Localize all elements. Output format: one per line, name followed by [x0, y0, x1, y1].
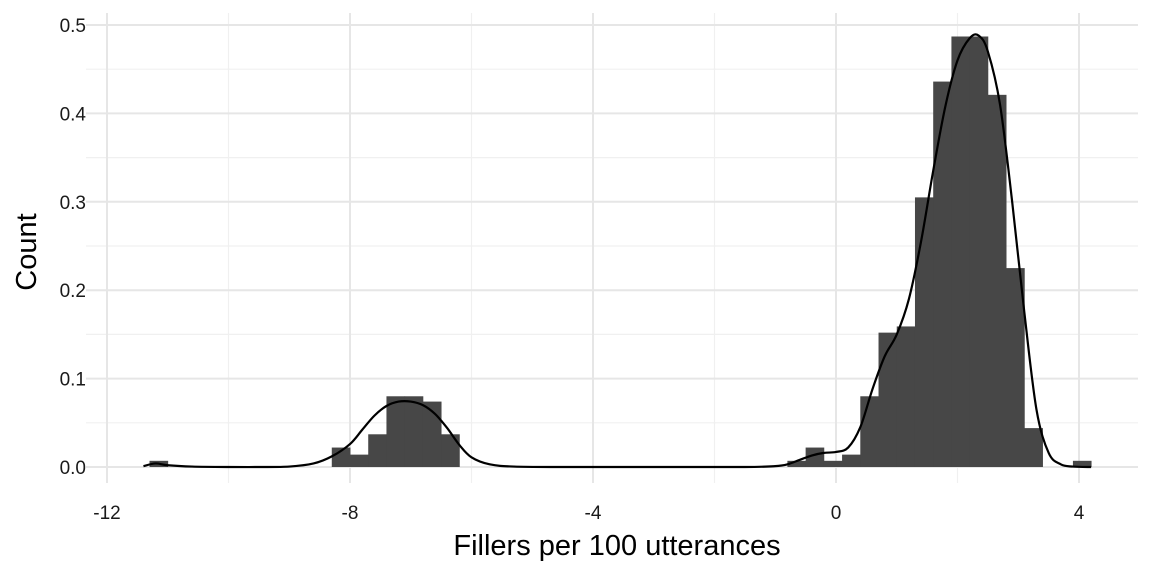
histogram-bar [823, 460, 843, 467]
histogram-bar [787, 460, 807, 467]
histogram-bar [404, 396, 424, 467]
histogram-bar [914, 197, 934, 467]
histogram-bar [896, 326, 916, 467]
major-gridlines [86, 13, 1138, 483]
x-axis-tick-labels: -12 -8 -4 0 4 [93, 503, 1084, 524]
y-axis-title: Count [11, 213, 43, 290]
histogram-bar [842, 454, 861, 467]
histogram-bars [149, 36, 1092, 468]
x-tick-label: 0 [831, 503, 842, 524]
histogram-bar [331, 447, 351, 467]
y-tick-label: 0.5 [60, 16, 86, 37]
histogram-bar [878, 332, 898, 467]
histogram-bar [969, 36, 989, 467]
x-tick-label: -12 [93, 503, 120, 524]
histogram-bar [386, 396, 406, 467]
density-curve [143, 33, 1092, 469]
histogram-bar [1024, 428, 1043, 467]
y-tick-label: 0.0 [60, 458, 86, 479]
y-tick-label: 0.3 [60, 193, 86, 214]
histogram-bar [933, 81, 952, 468]
histogram-bar [441, 434, 460, 467]
histogram-bar [987, 94, 1007, 467]
x-tick-label: 4 [1074, 503, 1085, 524]
y-axis-tick-labels: 0.0 0.1 0.2 0.3 0.4 0.5 [60, 16, 87, 479]
y-tick-label: 0.4 [60, 104, 87, 125]
histogram-bar [1006, 268, 1025, 467]
histogram-bar [860, 396, 879, 467]
histogram-bar [350, 454, 369, 467]
x-axis-title: Fillers per 100 utterances [453, 530, 780, 562]
histogram-bar [368, 434, 387, 467]
y-tick-label: 0.2 [60, 281, 86, 302]
histogram-bar [422, 401, 442, 467]
y-tick-label: 0.1 [60, 370, 86, 391]
histogram-bar [805, 447, 825, 467]
x-tick-label: -4 [585, 503, 602, 524]
histogram-bar [1072, 460, 1092, 467]
x-tick-label: -8 [342, 503, 359, 524]
histogram-bar [951, 36, 971, 467]
